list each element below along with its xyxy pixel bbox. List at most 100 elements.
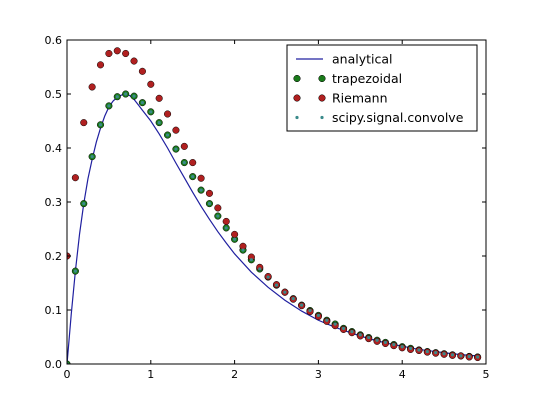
series-scipy-signal-convolve-point (375, 338, 379, 342)
series-scipy-signal-convolve-point (249, 258, 253, 262)
series-riemann-point (231, 230, 239, 238)
series-scipy-signal-convolve-point (149, 110, 153, 114)
series-scipy-signal-convolve-point (233, 237, 237, 241)
series-scipy-signal-convolve-point (408, 346, 413, 350)
series-scipy-signal-convolve-point (350, 330, 354, 334)
series-scipy-signal-convolve-point (425, 349, 429, 354)
series-riemann-point (214, 204, 222, 212)
series-scipy-signal-convolve-point (283, 290, 287, 294)
series-scipy-signal-convolve-point (157, 121, 161, 125)
series-scipy-signal-convolve-point (73, 269, 77, 273)
series-scipy-signal-convolve-point (90, 155, 94, 159)
series-analytical-line (67, 93, 478, 364)
series-scipy-signal-convolve-point (400, 345, 404, 349)
series-riemann-point (197, 174, 205, 182)
series-scipy-signal-convolve-point (107, 104, 111, 108)
legend-scipy-signal-convolve-swatch (320, 115, 324, 120)
series-scipy-signal-convolve-point (140, 101, 145, 105)
series-riemann-point (147, 80, 155, 88)
y-tick-label: 0.3 (45, 196, 63, 209)
series-scipy-signal-convolve-point (316, 313, 320, 317)
series-riemann-point (88, 83, 96, 91)
series-riemann-point (155, 94, 163, 102)
series-riemann-point (71, 174, 79, 182)
series-scipy-signal-convolve-point (383, 340, 388, 344)
legend-trapezoidal-swatch (318, 74, 326, 83)
series-scipy-signal-convolve-point (258, 267, 262, 271)
legend: analytical trapezoidal Riemann scipy.signal… (286, 44, 478, 132)
legend-scipy-signal-convolve-label: scipy.signal.convolve (332, 110, 464, 125)
series-scipy-signal-convolve-point (392, 342, 396, 347)
legend-riemann-label: Riemann (332, 91, 388, 106)
series-scipy-signal-convolve-point (165, 133, 170, 137)
series-riemann-point (105, 49, 113, 58)
axes: 0 1 2 3 4 5 0.0 0.1 0.2 0.3 0.4 0.5 0.6 (45, 34, 490, 381)
series-scipy-signal-convolve-point (367, 335, 371, 340)
legend-riemann-swatch (318, 94, 326, 102)
series-scipy-signal-convolve-point (174, 147, 178, 151)
y-tick-label: 0.2 (45, 250, 63, 263)
series-scipy-signal-convolve-point (325, 318, 329, 322)
series-scipy-signal-convolve-point (300, 303, 304, 307)
series-scipy-signal-convolve-point (434, 351, 438, 355)
legend-riemann-swatch (293, 94, 301, 102)
series-scipy-signal-convolve-point (450, 353, 455, 357)
series-scipy-signal-convolve-point (82, 202, 86, 206)
series-riemann-point (189, 159, 197, 167)
series-scipy-signal-convolve-point (467, 354, 471, 359)
series-scipy-signal-convolve-point (266, 275, 270, 279)
x-tick-label: 4 (399, 368, 406, 381)
series-riemann-point (331, 322, 339, 330)
x-tick-label: 5 (483, 368, 490, 381)
series-scipy-signal-convolve-point (291, 297, 295, 301)
series-scipy-signal-convolve-point (124, 92, 128, 96)
y-tick-label: 0.0 (45, 358, 63, 371)
series-riemann-point (113, 47, 121, 55)
series-scipy-signal-convolve-point (308, 308, 312, 313)
plot-area (67, 47, 482, 364)
series-group (67, 47, 482, 364)
legend-analytical-label: analytical (332, 52, 393, 67)
x-tick-label: 1 (147, 368, 154, 381)
series-riemann-point (138, 67, 146, 75)
series-scipy-signal-convolve-point (132, 94, 136, 98)
series-scipy-signal-convolve-point (459, 354, 463, 358)
series-scipy-signal-convolve-point (476, 355, 480, 359)
series-riemann-point (96, 61, 105, 69)
series-scipy-signal-convolve-point (341, 326, 346, 330)
series-riemann-point (164, 110, 172, 118)
series-scipy-signal-convolve-point (333, 322, 337, 326)
x-tick-label: 3 (315, 368, 322, 381)
series-scipy-signal-convolve-point (115, 95, 119, 99)
series-scipy-signal-convolve-point (191, 175, 195, 179)
legend-scipy-signal-convolve-swatch (295, 115, 299, 120)
legend-trapezoidal-swatch (293, 74, 301, 83)
series-scipy-signal-convolve-point (182, 160, 186, 165)
y-tick-label: 0.4 (45, 142, 63, 155)
y-tick-label: 0.6 (45, 34, 63, 47)
y-tick-label: 0.1 (45, 304, 63, 317)
y-tick-label: 0.5 (45, 88, 63, 101)
series-scipy-signal-convolve-point (207, 202, 212, 206)
series-riemann-point (122, 49, 130, 58)
series-riemann-point (256, 263, 264, 271)
series-scipy-signal-convolve-point (199, 188, 203, 192)
series-riemann-point (222, 217, 230, 225)
series-scipy-signal-convolve-point (417, 348, 421, 352)
x-tick-label: 0 (64, 368, 71, 381)
series-riemann-point (80, 119, 88, 127)
series-scipy-signal-convolve-point (224, 226, 228, 230)
series-riemann-point (205, 189, 214, 197)
series-riemann-point (130, 57, 138, 65)
series-scipy-signal-convolve-point (98, 123, 103, 127)
legend-trapezoidal-label: trapezoidal (332, 71, 402, 86)
series-scipy-signal-convolve-point (442, 352, 446, 356)
x-tick-label: 2 (231, 368, 238, 381)
series-riemann-point (180, 142, 188, 150)
series-scipy-signal-convolve-point (358, 333, 362, 337)
series-scipy-signal-convolve-point (241, 248, 245, 252)
series-riemann-point (172, 126, 180, 134)
series-scipy-signal-convolve-point (216, 214, 220, 218)
series-scipy-signal-convolve-point (274, 283, 279, 287)
